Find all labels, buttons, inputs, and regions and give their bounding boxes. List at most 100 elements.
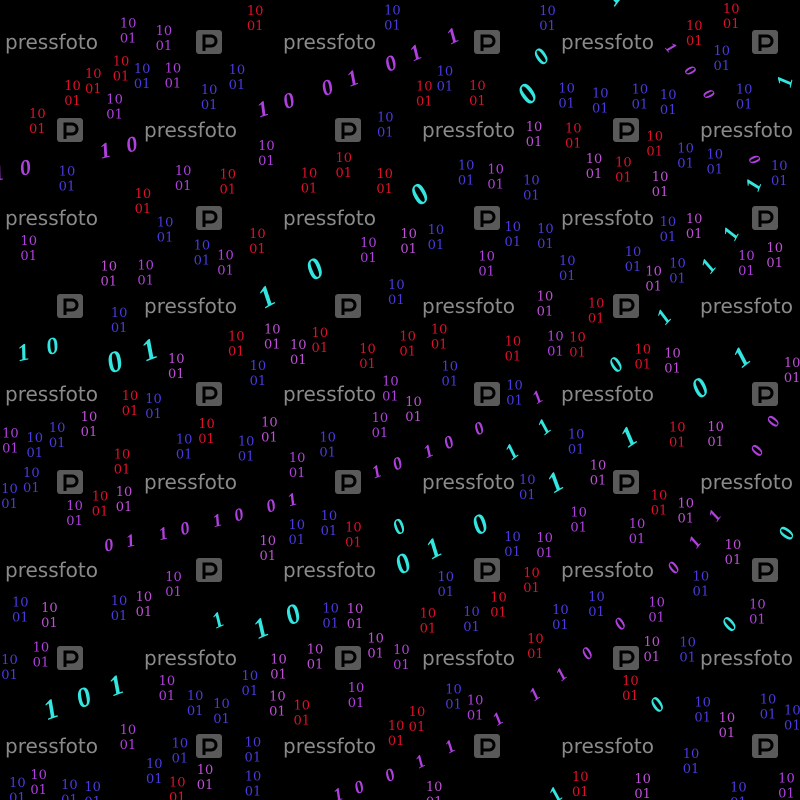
watermark-text: pressfoto xyxy=(5,734,98,758)
binary-stream-digit: 1 xyxy=(552,664,571,685)
binary-stream-digit: 1 xyxy=(525,683,544,705)
binary-stream-digit: 1 xyxy=(412,750,429,772)
pressfoto-logo-icon xyxy=(613,294,639,318)
binary-stream-digit: 0 xyxy=(716,612,742,636)
binary-stream-digit: 0 xyxy=(281,598,306,632)
pressfoto-logo-icon xyxy=(474,206,500,230)
binary-stream-digit: 1 xyxy=(285,488,299,510)
binary-stream-digit: 0 xyxy=(178,517,191,539)
binary-stream-digit: 1 xyxy=(594,0,629,12)
pressfoto-logo-icon xyxy=(752,30,778,54)
binary-stream-digit: 0 xyxy=(390,547,416,581)
binary-stream-digit: 0 xyxy=(390,452,406,474)
pressfoto-logo-icon xyxy=(335,118,361,142)
watermark-text: pressfoto xyxy=(283,30,376,54)
binary-stream-digit: 1 xyxy=(208,606,228,633)
binary-stream-digit: 1 xyxy=(771,73,798,89)
watermark-text: pressfoto xyxy=(700,118,793,142)
watermark-text: pressfoto xyxy=(283,558,376,582)
binary-stream-digit: 1 xyxy=(717,223,744,244)
binary-stream-digit: 1 xyxy=(684,532,705,551)
binary-stream-digit: 1 xyxy=(210,509,224,531)
pressfoto-logo-icon xyxy=(752,382,778,406)
pressfoto-logo-icon xyxy=(474,558,500,582)
binary-stream-digit: 1 xyxy=(254,95,272,122)
binary-stream-digit: 0 xyxy=(772,523,799,543)
watermark-text: pressfoto xyxy=(283,734,376,758)
binary-stream-digit: 0 xyxy=(577,643,597,664)
binary-stream-digit: 1 xyxy=(543,781,567,800)
pressfoto-logo-icon xyxy=(474,382,500,406)
pressfoto-logo-icon xyxy=(196,734,222,758)
pressfoto-logo-icon xyxy=(752,558,778,582)
binary-stream-digit: 1 xyxy=(39,693,63,727)
binary-stream-digit: 1 xyxy=(369,460,384,482)
binary-stream-digit: 1 xyxy=(500,438,524,465)
binary-stream-digit: 0 xyxy=(232,504,246,526)
watermark-layer: pressfoto pressfoto pressfoto pressfoto pres… xyxy=(5,30,793,758)
binary-stream-digit: 0 xyxy=(467,508,494,542)
pressfoto-logo-icon xyxy=(196,558,222,582)
watermark-text: pressfoto xyxy=(422,470,515,494)
pressfoto-logo-icon xyxy=(57,118,83,142)
